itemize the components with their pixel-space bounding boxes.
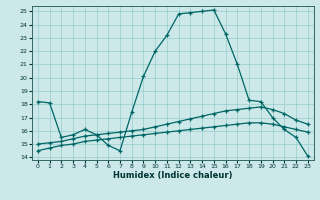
X-axis label: Humidex (Indice chaleur): Humidex (Indice chaleur)	[113, 171, 233, 180]
